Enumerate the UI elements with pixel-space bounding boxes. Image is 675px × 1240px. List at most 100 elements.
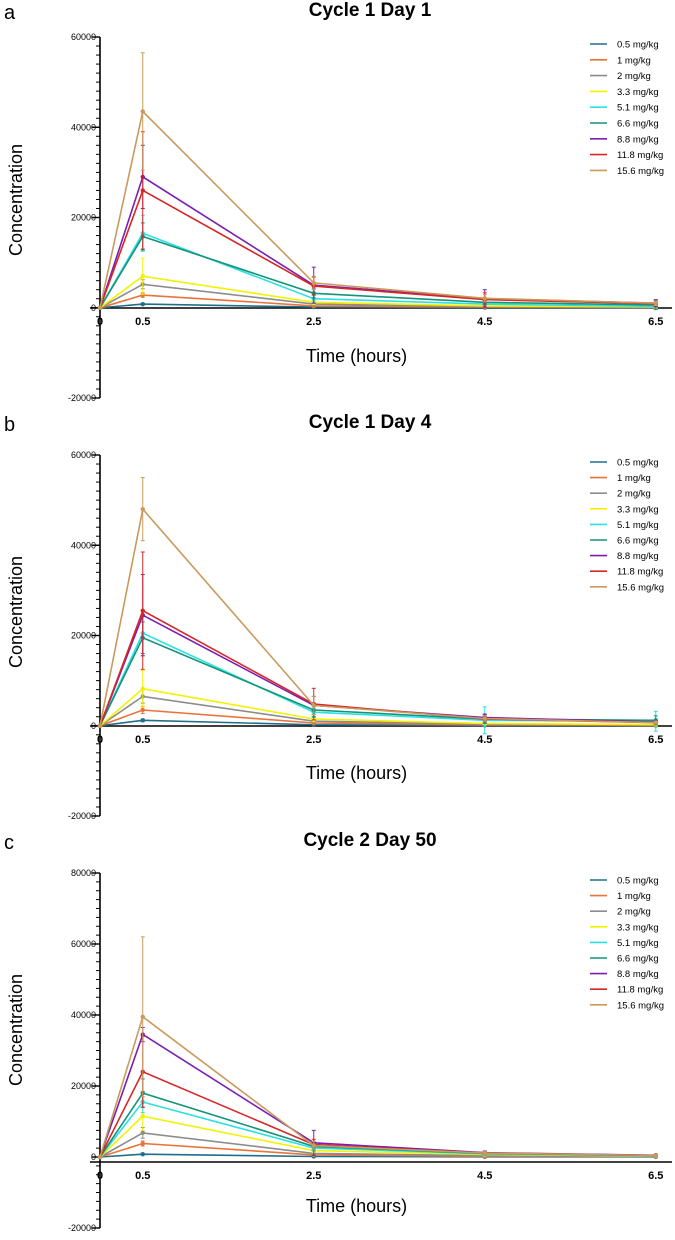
legend-label: 0.5 mg/kg <box>617 876 659 887</box>
x-tick-label: 0.5 <box>135 734 150 746</box>
legend-label: 1 mg/kg <box>617 55 651 66</box>
y-tick-label: 80000 <box>71 868 96 878</box>
x-tick-label: 0.5 <box>135 1170 150 1182</box>
data-point <box>140 686 145 691</box>
legend-label: 0.5 mg/kg <box>617 40 659 51</box>
series-line <box>99 1015 656 1158</box>
y-tick-label: 20000 <box>71 213 96 223</box>
x-tick-label: 6.5 <box>648 734 663 746</box>
panel-b: b Cycle 1 Day 4 -20000020000400006000000… <box>0 412 675 830</box>
x-tick-label: 2.5 <box>306 1170 321 1182</box>
line-chart-cycle1-day1: -20000020000400006000000.52.54.56.5Time … <box>6 32 672 403</box>
data-point <box>482 1150 487 1156</box>
series-line <box>99 1033 656 1158</box>
x-tick-label: 0 <box>97 1170 103 1182</box>
legend-label: 1 mg/kg <box>617 473 651 484</box>
panel-letter: b <box>4 414 16 436</box>
legend-label: 5.1 mg/kg <box>617 520 659 531</box>
x-tick-label: 4.5 <box>477 316 492 328</box>
legend-label: 2 mg/kg <box>617 489 651 500</box>
series-line <box>99 632 656 727</box>
y-axis-label: Concentration <box>6 144 26 256</box>
data-point <box>140 1130 145 1136</box>
y-tick-label: -20000 <box>68 1223 96 1233</box>
data-point <box>140 1151 145 1157</box>
panel-c: c Cycle 2 Day 50 -20000 0 20000 40000 60000 8… <box>0 830 675 1240</box>
legend-label: 3.3 mg/kg <box>617 87 659 98</box>
data-point <box>140 273 145 279</box>
legend-label: 8.8 mg/kg <box>617 134 659 145</box>
legend-label: 2 mg/kg <box>617 71 651 82</box>
x-tick-label: 6.5 <box>648 316 663 328</box>
series-line <box>99 109 656 308</box>
panel-a: a Cycle 1 Day 1 -20000020000400006000000… <box>0 0 675 412</box>
legend-label: 6.6 mg/kg <box>617 119 659 130</box>
y-tick-label: 60000 <box>71 32 96 42</box>
chart-title: Cycle 1 Day 4 <box>308 412 432 433</box>
legend-label: 11.8 mg/kg <box>617 985 663 996</box>
legend-label: 3.3 mg/kg <box>617 504 659 515</box>
x-tick-label: 4.5 <box>477 1170 492 1182</box>
data-point <box>482 296 487 301</box>
data-point <box>140 707 145 713</box>
data-point <box>311 1143 316 1148</box>
legend-label: 3.3 mg/kg <box>617 922 659 933</box>
y-tick-label: -20000 <box>68 811 96 821</box>
legend-label: 1 mg/kg <box>617 891 651 902</box>
panel-letter: c <box>4 832 14 854</box>
data-point <box>653 720 658 725</box>
line-chart-cycle2-day50: -20000 0 20000 40000 60000 80000 0 0.5 2.5 4.5 6.5… <box>6 868 672 1233</box>
data-point <box>97 723 103 728</box>
line-chart-cycle1-day4: -20000020000400006000000.52.54.56.5Time … <box>6 450 672 821</box>
legend-label: 6.6 mg/kg <box>617 954 659 965</box>
legend-label: 11.8 mg/kg <box>617 150 663 161</box>
data-point <box>653 301 658 306</box>
data-point <box>140 188 145 193</box>
legend-label: 11.8 mg/kg <box>617 567 663 578</box>
x-axis-label: Time (hours) <box>306 346 407 366</box>
x-tick-label: 2.5 <box>306 316 321 328</box>
legend-label: 2 mg/kg <box>617 907 651 918</box>
x-axis-label: Time (hours) <box>306 1196 407 1216</box>
y-tick-label: 60000 <box>71 939 96 949</box>
data-point <box>311 703 316 708</box>
legend-label: 15.6 mg/kg <box>617 1000 664 1011</box>
y-tick-label: 20000 <box>71 1081 96 1091</box>
x-axis-label: Time (hours) <box>306 763 407 783</box>
data-point <box>482 716 487 721</box>
chart-title: Cycle 2 Day 50 <box>303 830 437 851</box>
y-axis-label: Concentration <box>6 974 26 1086</box>
legend-label: 6.6 mg/kg <box>617 536 659 547</box>
x-tick-label: 0.5 <box>135 316 150 328</box>
y-tick-label: 40000 <box>71 1010 96 1020</box>
data-point <box>97 305 103 310</box>
x-tick-label: 0 <box>97 316 103 328</box>
y-tick-label: 0 <box>91 1152 96 1162</box>
series-line <box>99 1070 656 1158</box>
y-axis-label: Concentration <box>6 556 26 668</box>
panel-letter: a <box>4 2 16 24</box>
data-point <box>140 1141 145 1146</box>
data-point <box>311 280 316 286</box>
chart-title: Cycle 1 Day 1 <box>308 0 432 21</box>
series-line <box>99 609 656 727</box>
data-point <box>140 1014 145 1019</box>
data-point <box>97 1154 103 1160</box>
data-point <box>140 608 145 613</box>
series-line <box>99 507 656 726</box>
data-point <box>140 718 145 723</box>
y-tick-label: 40000 <box>71 122 96 132</box>
legend-label: 15.6 mg/kg <box>617 166 664 177</box>
legend-label: 5.1 mg/kg <box>617 938 659 949</box>
x-tick-label: 6.5 <box>648 1170 663 1182</box>
data-point <box>140 301 145 307</box>
x-tick-label: 2.5 <box>306 734 321 746</box>
legend-label: 5.1 mg/kg <box>617 103 659 114</box>
y-tick-label: -20000 <box>68 393 96 403</box>
legend-label: 8.8 mg/kg <box>617 551 659 562</box>
y-tick-label: 40000 <box>71 540 96 550</box>
legend-label: 15.6 mg/kg <box>617 582 664 593</box>
legend-label: 0.5 mg/kg <box>617 458 659 469</box>
data-point <box>140 506 145 512</box>
y-tick-label: 60000 <box>71 450 96 460</box>
